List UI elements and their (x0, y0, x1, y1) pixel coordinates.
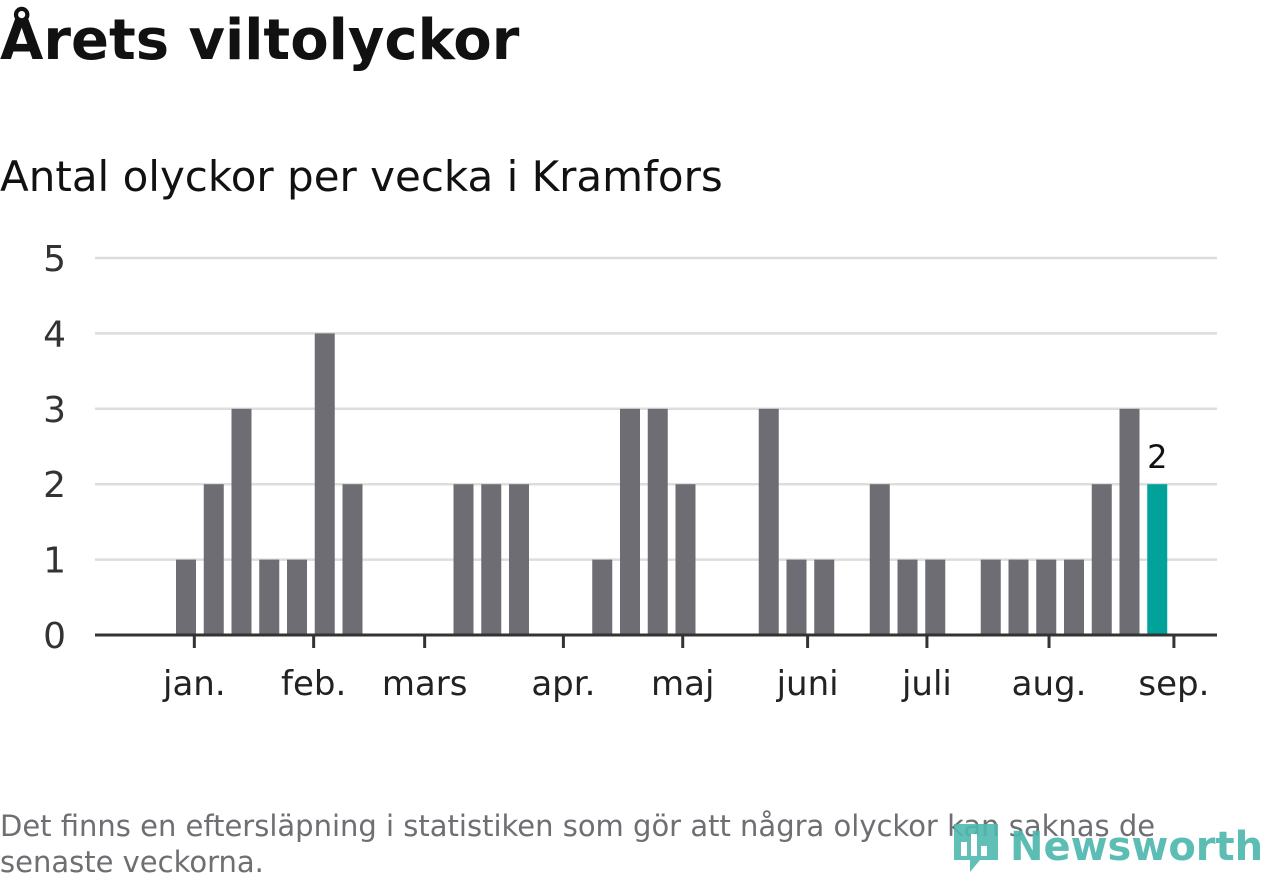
logo-text: Newsworthy (1010, 824, 1262, 870)
bar (509, 484, 529, 635)
x-tick-label: mars (382, 664, 468, 704)
bar (1064, 559, 1084, 635)
y-tick-label: 4 (43, 314, 66, 355)
bar (925, 559, 946, 635)
bar-highlight (1147, 484, 1168, 635)
bar (758, 408, 779, 635)
x-tick-label: sep. (1138, 664, 1209, 704)
bar (287, 559, 307, 635)
bar (869, 484, 890, 635)
chart-subtitle: Antal olyckor per vecka i Kramfors (0, 152, 723, 201)
y-tick-label: 3 (43, 390, 66, 431)
y-tick-label: 1 (43, 541, 66, 582)
x-tick-label: juli (901, 664, 952, 704)
bar (231, 408, 252, 635)
bars (176, 333, 1168, 635)
bar (176, 559, 196, 635)
bar (786, 559, 807, 635)
bar (481, 484, 502, 635)
x-tick-label: feb. (281, 664, 346, 704)
bar (1008, 559, 1029, 635)
bar (259, 559, 280, 635)
bar-chart: 0 1 2 3 4 5 2 jan. feb. mars apr. maj juni juli aug. se… (43, 239, 1217, 704)
y-tick-label: 2 (43, 465, 66, 506)
bar (814, 559, 835, 635)
bar (620, 408, 640, 635)
x-tick-label: jan. (162, 664, 226, 704)
y-tick-label: 5 (43, 239, 66, 280)
newsworthy-logo: Newsworthy (950, 818, 1262, 876)
data-label: 2 (1147, 438, 1167, 476)
labels: 0 1 2 3 4 5 2 jan. feb. mars apr. maj juni juli aug. se… (43, 239, 1209, 704)
bar (1119, 408, 1140, 635)
bar (592, 559, 613, 635)
y-tick-label: 0 (43, 616, 66, 657)
bar (342, 484, 363, 635)
chart-title: Årets viltolyckor (0, 8, 520, 73)
bar-chart-speech-icon (954, 824, 998, 872)
x-tick-label: maj (651, 664, 714, 704)
bar (675, 484, 696, 635)
x-axis (95, 633, 1217, 648)
x-tick-label: aug. (1012, 664, 1087, 704)
bar (647, 408, 668, 635)
bar (980, 559, 1001, 635)
bar (1091, 484, 1112, 635)
bar (203, 484, 224, 635)
bar (1036, 559, 1057, 635)
bar (314, 333, 335, 635)
bar (897, 559, 918, 635)
x-tick-label: apr. (531, 664, 595, 704)
x-tick-label: juni (776, 664, 839, 704)
bar (453, 484, 474, 635)
